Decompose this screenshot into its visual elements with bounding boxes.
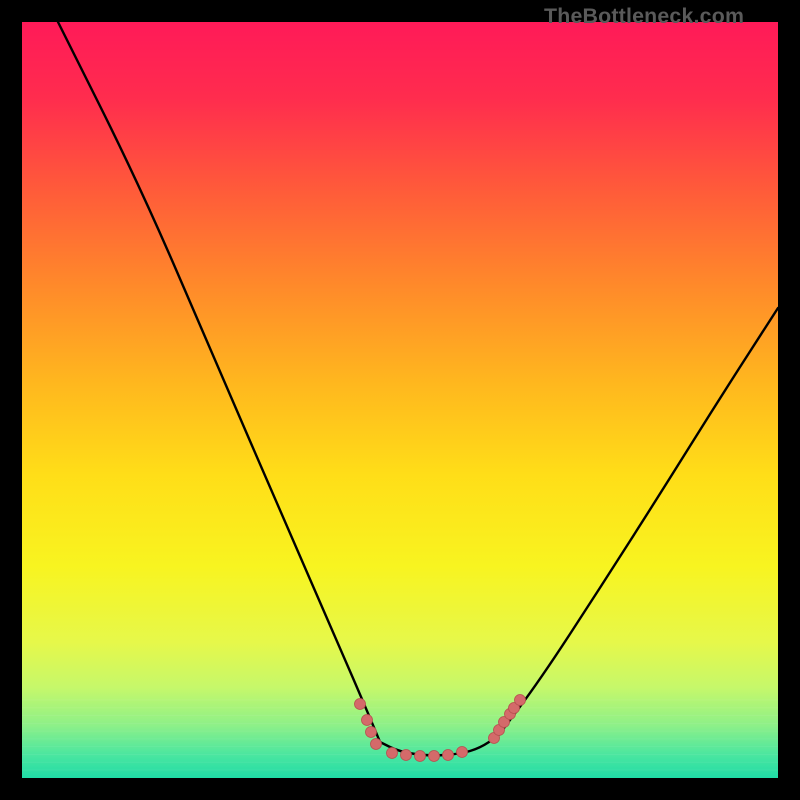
marker-dot	[443, 750, 454, 761]
marker-dot	[515, 695, 526, 706]
marker-dot	[371, 739, 382, 750]
marker-dot	[429, 751, 440, 762]
marker-dot	[401, 750, 412, 761]
marker-dot	[387, 748, 398, 759]
marker-dot	[366, 727, 377, 738]
marker-dot	[457, 747, 468, 758]
marker-dot	[415, 751, 426, 762]
bottleneck-curve	[58, 22, 778, 755]
marker-dot	[362, 715, 373, 726]
marker-dot	[355, 699, 366, 710]
chart-overlay-svg	[0, 0, 800, 800]
